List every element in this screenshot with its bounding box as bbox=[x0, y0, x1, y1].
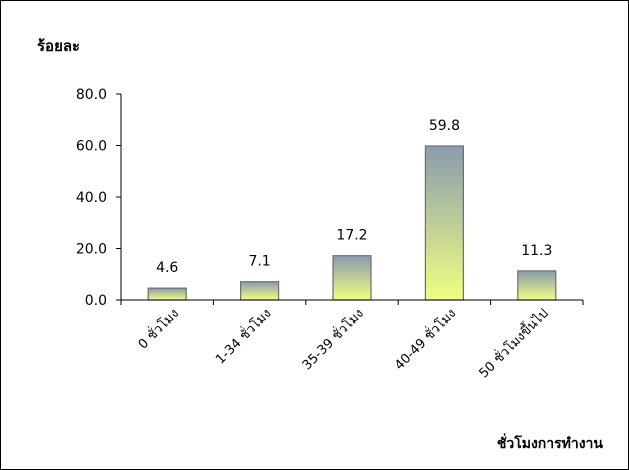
y-tick-label: 40.0 bbox=[76, 190, 107, 206]
y-tick-label: 80.0 bbox=[76, 87, 107, 103]
data-label: 7.1 bbox=[248, 254, 270, 270]
bar bbox=[240, 281, 280, 301]
data-label: 59.8 bbox=[429, 118, 460, 134]
category-label: 0 ชั่วโมง bbox=[134, 305, 182, 353]
category-label: 1-34 ชั่วโมง bbox=[212, 305, 275, 368]
bar bbox=[147, 287, 187, 301]
y-axis: 0.0 20.0 40.0 60.0 80.0 bbox=[76, 87, 122, 309]
category-label: 40-49 ชั่วโมง bbox=[391, 305, 460, 374]
y-axis-title: ร้อยละ bbox=[37, 37, 80, 55]
x-axis: 0 ชั่วโมง 1-34 ชั่วโมง 35-39 ชั่วโมง 40-49 … bbox=[120, 299, 584, 381]
data-label: 17.2 bbox=[336, 228, 367, 244]
y-tick-label: 0.0 bbox=[85, 293, 107, 309]
y-tick-label: 20.0 bbox=[76, 242, 107, 258]
x-axis-title: ชั่วโมงการทำงาน bbox=[497, 433, 604, 452]
bar bbox=[332, 255, 372, 301]
category-label: 50 ชั่วโมงขึ้นไป bbox=[474, 304, 551, 381]
bar-series: 4.6 7.1 17.2 59.8 11.3 bbox=[147, 118, 557, 301]
bar bbox=[517, 270, 557, 301]
y-tick-label: 60.0 bbox=[76, 139, 107, 155]
bar bbox=[424, 145, 464, 301]
category-label: 35-39 ชั่วโมง bbox=[298, 305, 367, 374]
data-label: 4.6 bbox=[156, 260, 178, 276]
data-label: 11.3 bbox=[521, 243, 552, 259]
